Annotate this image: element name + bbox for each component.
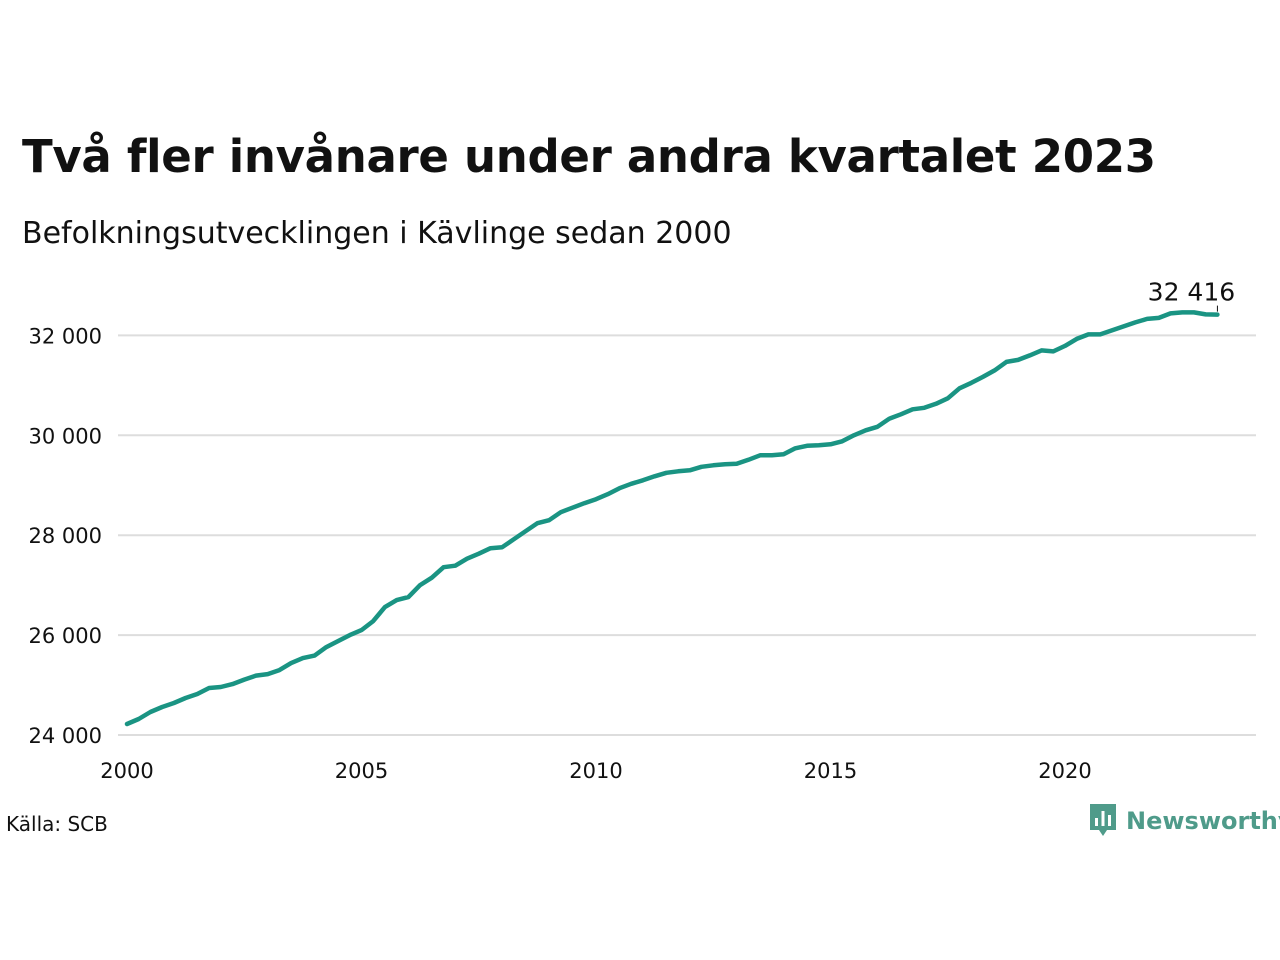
y-tick-label: 26 000 (29, 624, 102, 648)
x-tick-label: 2000 (100, 759, 153, 783)
brand-name: Newsworthy (1126, 807, 1280, 835)
x-tick-label: 2005 (335, 759, 388, 783)
last-value-label: 32 416 (1148, 278, 1235, 307)
y-tick-label: 28 000 (29, 524, 102, 548)
y-tick-label: 24 000 (29, 724, 102, 748)
x-tick-label: 2010 (569, 759, 622, 783)
grid-lines (118, 334, 1256, 736)
y-tick-label: 30 000 (29, 424, 102, 448)
brand-logo: Newsworthy (1088, 802, 1280, 840)
newsworthy-icon (1090, 804, 1116, 836)
chart-title: Två fler invånare under andra kvartalet … (22, 130, 1156, 183)
y-tick-label: 32 000 (29, 324, 102, 348)
chart-subtitle: Befolkningsutvecklingen i Kävlinge sedan… (22, 216, 732, 251)
series-line-population (124, 310, 1220, 727)
y-axis-ticks: 24 000 26 000 28 000 30 000 32 000 (29, 324, 102, 748)
x-axis-ticks: 2000 2005 2010 2015 2020 (100, 759, 1091, 783)
x-tick-label: 2015 (804, 759, 857, 783)
source-note: Källa: SCB (6, 812, 108, 836)
x-tick-label: 2020 (1038, 759, 1091, 783)
